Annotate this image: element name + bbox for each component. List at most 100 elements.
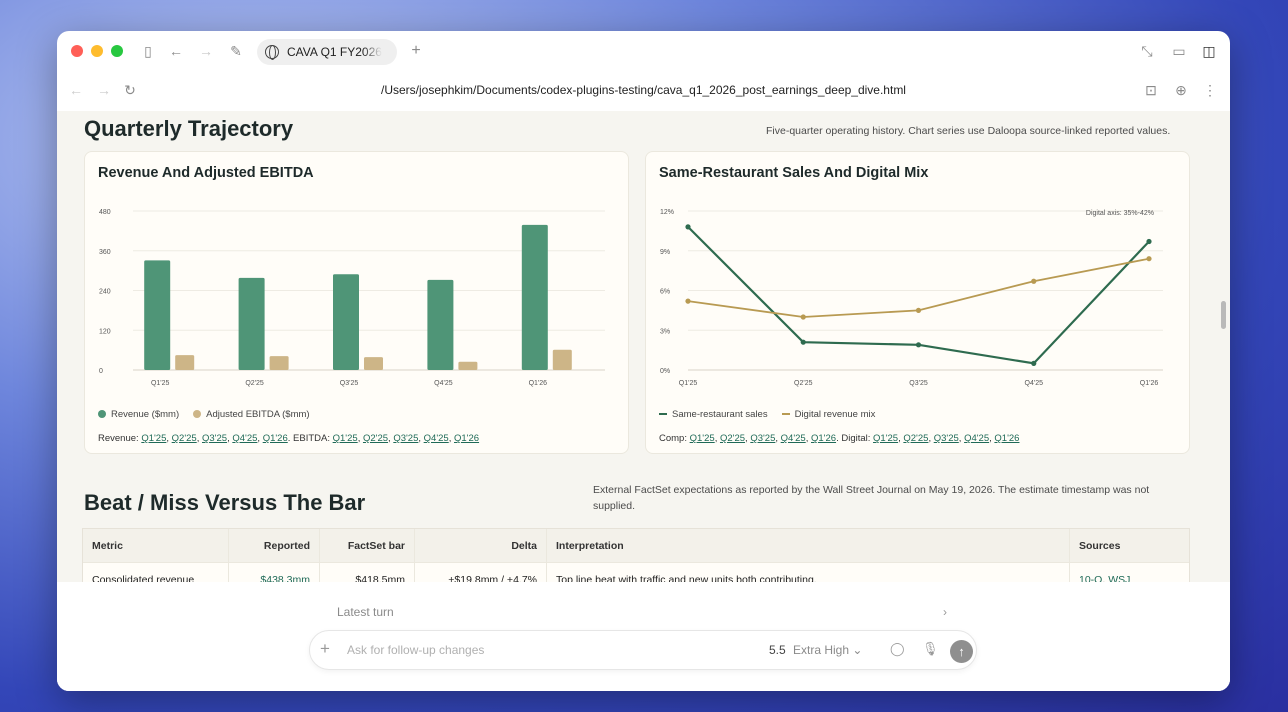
follow-up-input[interactable]: Ask for follow-up changes [347,643,485,657]
tab-active[interactable]: CAVA Q1 FY2026 [257,39,397,65]
maximize-window-button[interactable] [111,45,123,57]
y-tick-label: 12% [660,209,674,216]
legend-item-ebitda: Adjusted EBITDA ($mm) [193,409,310,420]
source-link[interactable]: Q2'25 [362,433,389,444]
legend-item-digital: Digital revenue mix [781,409,876,420]
legend-label: Same-restaurant sales [672,409,768,420]
page-scrollbar[interactable] [1221,301,1226,329]
source-link[interactable]: Q1'26 [262,433,288,444]
source-link[interactable]: Q1'26 [454,433,480,444]
legend-swatch-ebitda [193,410,202,418]
source-link[interactable]: Q4'25 [780,433,806,444]
url-field[interactable]: /Users/josephkim/Documents/codex-plugins… [381,83,906,97]
ebitda-bar [458,361,478,370]
microphone-icon[interactable]: 🎙 [922,641,939,656]
ebitda-bar [269,356,289,370]
legend-label: Digital revenue mix [794,409,876,420]
more-menu-icon[interactable]: ⋮ [1203,82,1217,98]
chart-sources-revenue: Revenue: Q1'25, Q2'25, Q3'25, Q4'25, Q1'… [98,433,480,444]
legend-swatch-digital [781,413,790,415]
source-link[interactable]: Q3'25 [750,433,776,444]
new-tab-plus-icon[interactable]: + [411,42,421,59]
comp-sales-point [1031,360,1037,366]
latest-turn-row[interactable]: Latest turn › [337,605,947,619]
screenshot-icon[interactable]: ⊡ [1145,82,1157,98]
chart-title-comp: Same-Restaurant Sales And Digital Mix [659,165,929,181]
nav-back-icon[interactable]: ← [69,82,83,98]
sidebar-toggle-icon[interactable]: ▯ [144,43,152,59]
column-header: Interpretation [547,529,1070,562]
ebitda-bar [175,355,195,370]
x-tick-label: Q2'25 [794,380,813,387]
column-header: Metric [83,529,229,562]
chevron-right-icon: › [943,605,947,619]
address-bar: ← → ↻ /Users/josephkim/Documents/codex-p… [57,75,1230,107]
digital-axis-annotation: Digital axis: 35%-42% [1086,210,1154,217]
source-link[interactable]: Q1'25 [332,433,358,444]
shield-icon[interactable]: ◯ [890,641,905,656]
x-tick-label: Q4'25 [434,380,453,387]
x-tick-label: Q1'26 [529,380,548,387]
effort-selector[interactable]: Extra High ⌄ [793,643,862,657]
y-tick-label: 240 [99,289,111,296]
title-bar: ▯ ← → ✎ CAVA Q1 FY2026 + ⤡ ▭ ◫ [57,31,1230,71]
revenue-bar [238,277,265,370]
y-tick-label: 9% [660,249,670,256]
digital-mix-point [1146,256,1152,262]
revenue-bar [521,224,548,370]
source-link[interactable]: Q1'25 [689,433,715,444]
source-link[interactable]: Q3'25 [933,433,959,444]
source-link[interactable]: Q2'25 [719,433,746,444]
chart-sources-comp: Comp: Q1'25, Q2'25, Q3'25, Q4'25, Q1'26.… [659,433,1020,444]
y-tick-label: 480 [99,209,111,216]
panel-bottom-icon[interactable]: ▭ [1172,43,1186,59]
forward-arrow-icon[interactable]: → [199,43,213,59]
y-tick-label: 0% [660,368,670,375]
comp-sales-point [685,224,691,230]
tab-title: CAVA Q1 FY2026 [287,45,382,59]
source-link[interactable]: Q2'25 [903,433,929,444]
source-link[interactable]: Q4'25 [964,433,990,444]
source-link[interactable]: Q4'25 [232,433,258,444]
globe-icon [265,45,279,60]
panel-right-icon[interactable]: ◫ [1202,43,1216,59]
column-header: FactSet bar [320,529,415,562]
arrow-up-icon: ↑ [958,644,965,659]
source-link[interactable]: Q3'25 [393,433,419,444]
back-arrow-icon[interactable]: ← [169,43,183,59]
column-header: Reported [229,529,320,562]
y-tick-label: 3% [660,328,670,335]
x-tick-label: Q1'25 [679,380,698,387]
model-selector[interactable]: 5.5 [769,643,786,657]
reload-icon[interactable]: ↻ [124,82,136,98]
column-header: Sources [1079,539,1121,552]
source-link[interactable]: Q1'26 [994,433,1020,444]
source-link[interactable]: Q1'25 [141,433,167,444]
revenue-bar [333,274,359,370]
y-tick-label: 0 [99,368,103,375]
revenue-chart-card: Revenue And Adjusted EBITDA 480 360 240 120… [84,151,629,454]
edit-icon[interactable]: ✎ [230,43,242,59]
source-link[interactable]: Q1'26 [811,433,837,444]
close-window-button[interactable] [71,45,83,57]
minimize-window-button[interactable] [91,45,103,57]
comp-digital-chart: 12% 9% 6% 3% 0% Digital axis: 35%-42% Q1'25 Q2'… [660,209,1163,387]
download-icon[interactable]: ⊕ [1175,82,1187,98]
column-header: Delta [415,529,547,562]
source-link[interactable]: Q2'25 [171,433,197,444]
send-button[interactable]: ↑ [950,640,973,663]
composer-input-bar: + Ask for follow-up changes 5.5 Extra Hi… [309,630,977,670]
y-tick-label: 6% [660,289,670,296]
comp-sales-point [915,342,922,348]
legend-label: Adjusted EBITDA ($mm) [206,409,310,420]
comp-sales-point [800,339,806,345]
source-link[interactable]: Q1'25 [873,433,899,444]
add-attachment-icon[interactable]: + [320,639,330,658]
nav-forward-icon[interactable]: → [97,82,111,98]
source-link[interactable]: Q3'25 [202,433,228,444]
source-link[interactable]: Q4'25 [423,433,449,444]
revenue-ebitda-chart: 480 360 240 120 0 Q1'25 Q2'25 Q3'25 Q4'25 Q1'26 [99,209,605,387]
chart-title-revenue: Revenue And Adjusted EBITDA [98,165,314,181]
collapse-icon[interactable]: ⤡ [1141,43,1153,59]
x-tick-label: Q2'25 [245,380,264,387]
